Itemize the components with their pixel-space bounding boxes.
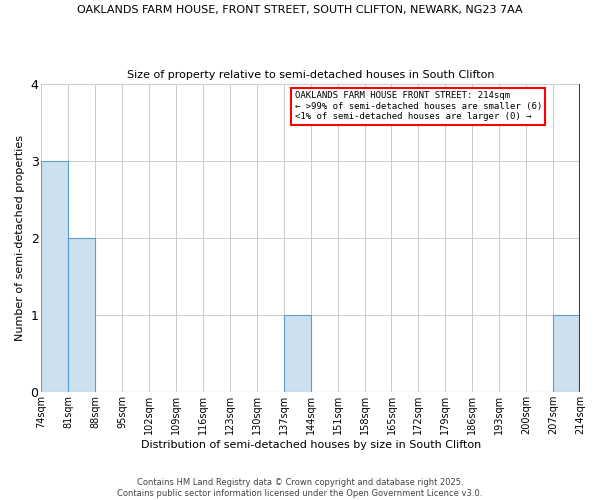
Y-axis label: Number of semi-detached properties: Number of semi-detached properties xyxy=(15,135,25,341)
Bar xyxy=(553,315,580,392)
Bar xyxy=(284,315,311,392)
Text: OAKLANDS FARM HOUSE FRONT STREET: 214sqm
← >99% of semi-detached houses are smal: OAKLANDS FARM HOUSE FRONT STREET: 214sqm… xyxy=(295,92,542,121)
Text: OAKLANDS FARM HOUSE, FRONT STREET, SOUTH CLIFTON, NEWARK, NG23 7AA: OAKLANDS FARM HOUSE, FRONT STREET, SOUTH… xyxy=(77,5,523,15)
Bar xyxy=(41,160,68,392)
Text: Contains HM Land Registry data © Crown copyright and database right 2025.
Contai: Contains HM Land Registry data © Crown c… xyxy=(118,478,482,498)
X-axis label: Distribution of semi-detached houses by size in South Clifton: Distribution of semi-detached houses by … xyxy=(140,440,481,450)
Bar xyxy=(68,238,95,392)
Title: Size of property relative to semi-detached houses in South Clifton: Size of property relative to semi-detach… xyxy=(127,70,494,80)
